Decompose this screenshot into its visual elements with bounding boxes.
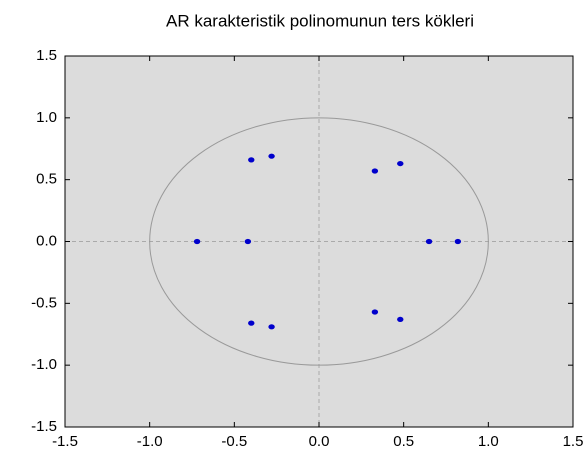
point [371, 309, 379, 315]
point [244, 238, 252, 245]
y-tick-label: -0.5 [31, 294, 57, 311]
point [248, 320, 255, 326]
unit-circle [149, 117, 489, 366]
plot-border [64, 55, 574, 428]
point [425, 238, 433, 245]
x-tick-label: -1.0 [137, 433, 163, 450]
point [454, 238, 462, 245]
point [193, 238, 201, 245]
point [397, 316, 404, 323]
y-tick-label: 1.5 [36, 47, 57, 64]
point [371, 168, 379, 174]
x-tick-label: 0.0 [309, 433, 330, 450]
chart-title: AR karakteristik polinomunun ters kökler… [166, 11, 474, 30]
x-tick-label: 1.5 [563, 433, 584, 450]
x-tick-label: -0.5 [221, 433, 247, 450]
y-tick-label: 0.0 [36, 232, 57, 249]
point [397, 160, 404, 167]
x-tick-label: 1.0 [478, 433, 499, 450]
y-tick-label: -1.5 [31, 418, 57, 435]
y-tick-label: 1.0 [36, 109, 57, 126]
x-tick-label: -1.5 [52, 433, 78, 450]
point [268, 324, 275, 330]
y-tick-label: -1.0 [31, 356, 57, 373]
point [248, 157, 255, 163]
point [268, 153, 275, 159]
x-tick-label: 0.5 [393, 433, 414, 450]
y-tick-label: 0.5 [36, 171, 57, 188]
